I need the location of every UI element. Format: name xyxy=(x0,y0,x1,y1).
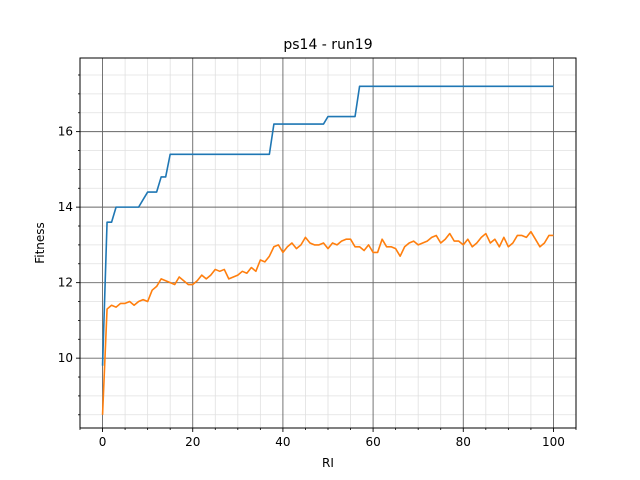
axis-ticks xyxy=(76,74,577,432)
y-tick-label: 16 xyxy=(58,125,73,139)
x-tick-label: 40 xyxy=(275,435,290,449)
x-tick-label: 0 xyxy=(99,435,107,449)
series-line-1 xyxy=(101,85,554,366)
y-tick-label: 10 xyxy=(58,351,73,365)
series-layer xyxy=(101,85,554,415)
y-axis-label: Fitness xyxy=(33,222,47,264)
x-tick-label: 20 xyxy=(185,435,200,449)
x-tick-label: 60 xyxy=(365,435,380,449)
chart-title: ps14 - run19 xyxy=(283,37,372,53)
x-axis-label: RI xyxy=(322,456,334,470)
major-grid xyxy=(80,58,576,428)
x-tick-label: 80 xyxy=(456,435,471,449)
series-line-2 xyxy=(101,230,554,415)
x-tick-label: 100 xyxy=(542,435,565,449)
y-tick-label: 14 xyxy=(58,200,73,214)
tick-labels: 0 20 40 60 80 100 10 12 14 16 xyxy=(58,125,565,449)
y-tick-label: 12 xyxy=(58,276,73,290)
